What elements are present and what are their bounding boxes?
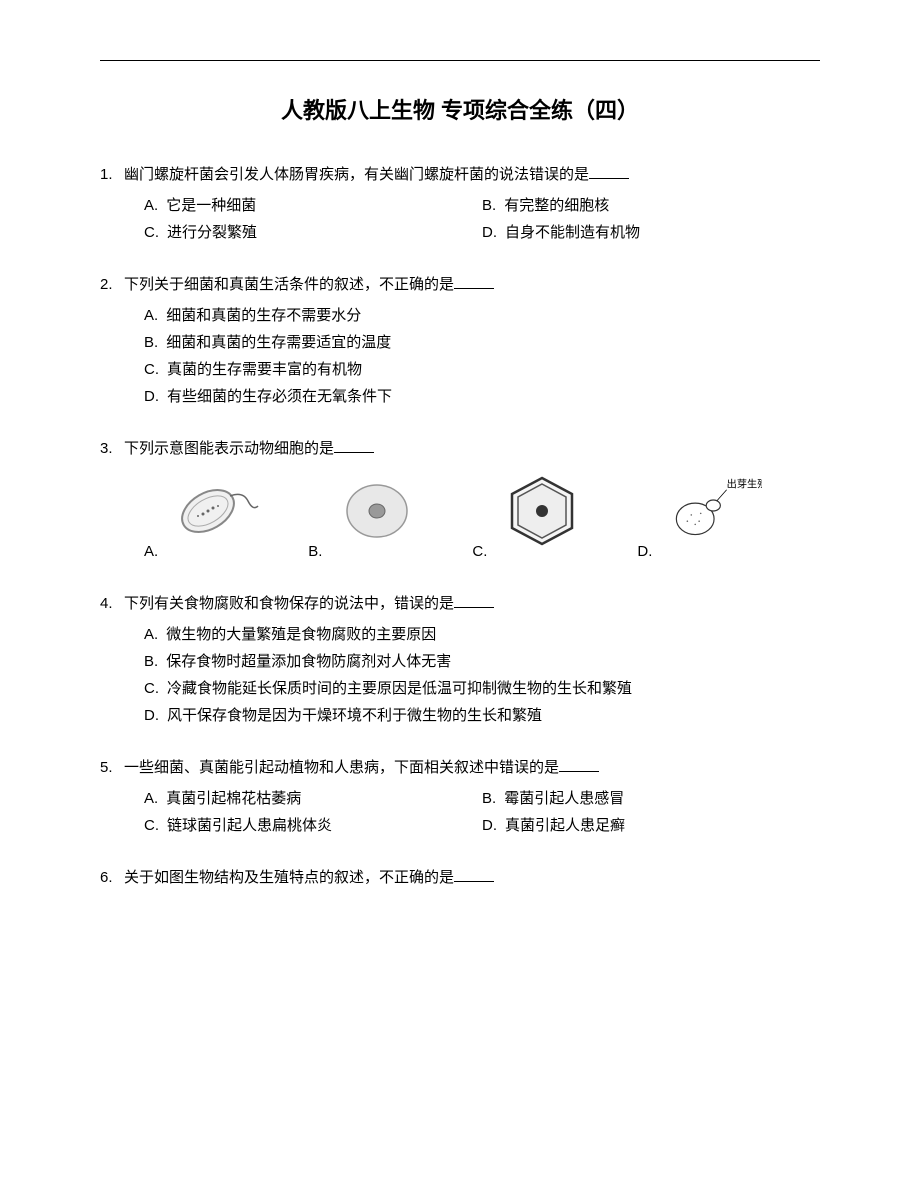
option: D. 真菌引起人患足癣 <box>482 812 820 839</box>
option: B. 霉菌引起人患感冒 <box>482 785 820 812</box>
option-label: B. <box>482 785 496 812</box>
question-stem: 下列关于细菌和真菌生活条件的叙述，不正确的是 <box>124 271 820 298</box>
option-label: B. <box>482 192 496 219</box>
bud-label: 出芽生殖 <box>727 477 762 490</box>
option-text: 自身不能制造有机物 <box>505 219 640 246</box>
option-text: 细菌和真菌的生存不需要水分 <box>166 302 361 329</box>
question-body: 下列关于细菌和真菌生活条件的叙述，不正确的是 A. 细菌和真菌的生存不需要水分 B. 细… <box>124 271 820 410</box>
question-number: 4. <box>100 590 120 729</box>
option-label: D. <box>144 383 159 410</box>
question: 3.下列示意图能表示动物细胞的是 A. B. C. D. 出芽生殖 <box>100 435 820 565</box>
question: 2.下列关于细菌和真菌生活条件的叙述，不正确的是A.细菌和真菌的生存不需要水分B… <box>100 271 820 410</box>
option-label: C. <box>144 812 159 839</box>
option-label: D. <box>637 538 652 565</box>
option-text: 风干保存食物是因为干燥环境不利于微生物的生长和繁殖 <box>167 702 542 729</box>
question: 6.关于如图生物结构及生殖特点的叙述，不正确的是 <box>100 864 820 895</box>
option-label: A. <box>144 621 158 648</box>
question-body: 下列示意图能表示动物细胞的是 A. B. C. D. 出芽生殖 <box>124 435 820 565</box>
option: B. 保存食物时超量添加食物防腐剂对人体无害 <box>144 648 820 675</box>
questions-container: 1.幽门螺旋杆菌会引发人体肠胃疾病，有关幽门螺旋杆菌的说法错误的是 A. 它是一种细… <box>100 161 820 895</box>
option: A. 真菌引起棉花枯萎病 <box>144 785 482 812</box>
option: D. 有些细菌的生存必须在无氧条件下 <box>144 383 820 410</box>
header-divider <box>100 60 820 61</box>
question-body: 关于如图生物结构及生殖特点的叙述，不正确的是 <box>124 864 820 895</box>
cell-diagram: 出芽生殖 <box>652 466 762 565</box>
option: C. <box>472 466 597 565</box>
option: B. 细菌和真菌的生存需要适宜的温度 <box>144 329 820 356</box>
question-number: 2. <box>100 271 120 410</box>
question-stem: 关于如图生物结构及生殖特点的叙述，不正确的是 <box>124 864 820 891</box>
options-images: A. B. C. D. 出芽生殖 <box>124 466 820 565</box>
options-list: A. 微生物的大量繁殖是食物腐败的主要原因 B. 保存食物时超量添加食物防腐剂对人体无… <box>124 621 820 729</box>
option: A. <box>144 466 268 565</box>
answer-blank <box>454 607 494 608</box>
option: B. <box>308 466 432 565</box>
options-list: A. 细菌和真菌的生存不需要水分 B. 细菌和真菌的生存需要适宜的温度 C. 真菌的生存需… <box>124 302 820 410</box>
option-label: A. <box>144 538 158 565</box>
answer-blank <box>334 452 374 453</box>
option-text: 真菌的生存需要丰富的有机物 <box>167 356 362 383</box>
option: C. 进行分裂繁殖 <box>144 219 482 246</box>
option: B. 有完整的细胞核 <box>482 192 820 219</box>
question-body: 幽门螺旋杆菌会引发人体肠胃疾病，有关幽门螺旋杆菌的说法错误的是 A. 它是一种细菌 B… <box>124 161 820 246</box>
option: A. 它是一种细菌 <box>144 192 482 219</box>
options-grid: A. 真菌引起棉花枯萎病 B. 霉菌引起人患感冒 C. 链球菌引起人患扁桃体炎 D. 真菌引起… <box>124 785 820 839</box>
option: C. 链球菌引起人患扁桃体炎 <box>144 812 482 839</box>
option-label: A. <box>144 192 158 219</box>
cell-diagram <box>322 466 432 565</box>
cell-diagram <box>487 466 597 565</box>
option-text: 细菌和真菌的生存需要适宜的温度 <box>166 329 391 356</box>
option: D. 风干保存食物是因为干燥环境不利于微生物的生长和繁殖 <box>144 702 820 729</box>
option-text: 真菌引起棉花枯萎病 <box>166 785 301 812</box>
option: A. 细菌和真菌的生存不需要水分 <box>144 302 820 329</box>
question: 1.幽门螺旋杆菌会引发人体肠胃疾病，有关幽门螺旋杆菌的说法错误的是 A. 它是一种细… <box>100 161 820 246</box>
option: A. 微生物的大量繁殖是食物腐败的主要原因 <box>144 621 820 648</box>
question: 4.下列有关食物腐败和食物保存的说法中，错误的是 A. 微生物的大量繁殖是食物腐败的… <box>100 590 820 729</box>
question-stem: 下列示意图能表示动物细胞的是 <box>124 435 820 462</box>
option-text: 它是一种细菌 <box>166 192 256 219</box>
option-label: C. <box>472 538 487 565</box>
option-label: D. <box>482 219 497 246</box>
option-text: 链球菌引起人患扁桃体炎 <box>167 812 332 839</box>
question-number: 5. <box>100 754 120 839</box>
option-label: A. <box>144 302 158 329</box>
question-number: 3. <box>100 435 120 565</box>
option-label: C. <box>144 356 159 383</box>
question-stem: 下列有关食物腐败和食物保存的说法中，错误的是 <box>124 590 820 617</box>
cell-diagram <box>158 466 268 565</box>
option-label: B. <box>144 648 158 675</box>
question-stem: 一些细菌、真菌能引起动植物和人患病，下面相关叙述中错误的是 <box>124 754 820 781</box>
answer-blank <box>454 288 494 289</box>
option-text: 保存食物时超量添加食物防腐剂对人体无害 <box>166 648 451 675</box>
answer-blank <box>454 881 494 882</box>
option-text: 微生物的大量繁殖是食物腐败的主要原因 <box>166 621 436 648</box>
answer-blank <box>589 178 629 179</box>
question-number: 6. <box>100 864 120 895</box>
page-title: 人教版八上生物 专项综合全练（四） <box>100 91 820 131</box>
question-body: 一些细菌、真菌能引起动植物和人患病，下面相关叙述中错误的是 A. 真菌引起棉花枯萎病… <box>124 754 820 839</box>
option-label: D. <box>144 702 159 729</box>
question-body: 下列有关食物腐败和食物保存的说法中，错误的是 A. 微生物的大量繁殖是食物腐败的主要… <box>124 590 820 729</box>
option-text: 有些细菌的生存必须在无氧条件下 <box>167 383 392 410</box>
question-stem: 幽门螺旋杆菌会引发人体肠胃疾病，有关幽门螺旋杆菌的说法错误的是 <box>124 161 820 188</box>
answer-blank <box>559 771 599 772</box>
question-number: 1. <box>100 161 120 246</box>
option: C. 真菌的生存需要丰富的有机物 <box>144 356 820 383</box>
option-label: C. <box>144 675 159 702</box>
option: D. 自身不能制造有机物 <box>482 219 820 246</box>
question: 5.一些细菌、真菌能引起动植物和人患病，下面相关叙述中错误的是 A. 真菌引起棉花枯… <box>100 754 820 839</box>
option: D. 出芽生殖 <box>637 466 762 565</box>
option-text: 进行分裂繁殖 <box>167 219 257 246</box>
option-text: 霉菌引起人患感冒 <box>504 785 624 812</box>
option-label: B. <box>144 329 158 356</box>
option: C. 冷藏食物能延长保质时间的主要原因是低温可抑制微生物的生长和繁殖 <box>144 675 820 702</box>
option-label: C. <box>144 219 159 246</box>
option-label: D. <box>482 812 497 839</box>
option-label: B. <box>308 538 322 565</box>
option-label: A. <box>144 785 158 812</box>
options-grid: A. 它是一种细菌 B. 有完整的细胞核 C. 进行分裂繁殖 D. 自身不能制造有机物 <box>124 192 820 246</box>
option-text: 有完整的细胞核 <box>504 192 609 219</box>
option-text: 冷藏食物能延长保质时间的主要原因是低温可抑制微生物的生长和繁殖 <box>167 675 632 702</box>
option-text: 真菌引起人患足癣 <box>505 812 625 839</box>
